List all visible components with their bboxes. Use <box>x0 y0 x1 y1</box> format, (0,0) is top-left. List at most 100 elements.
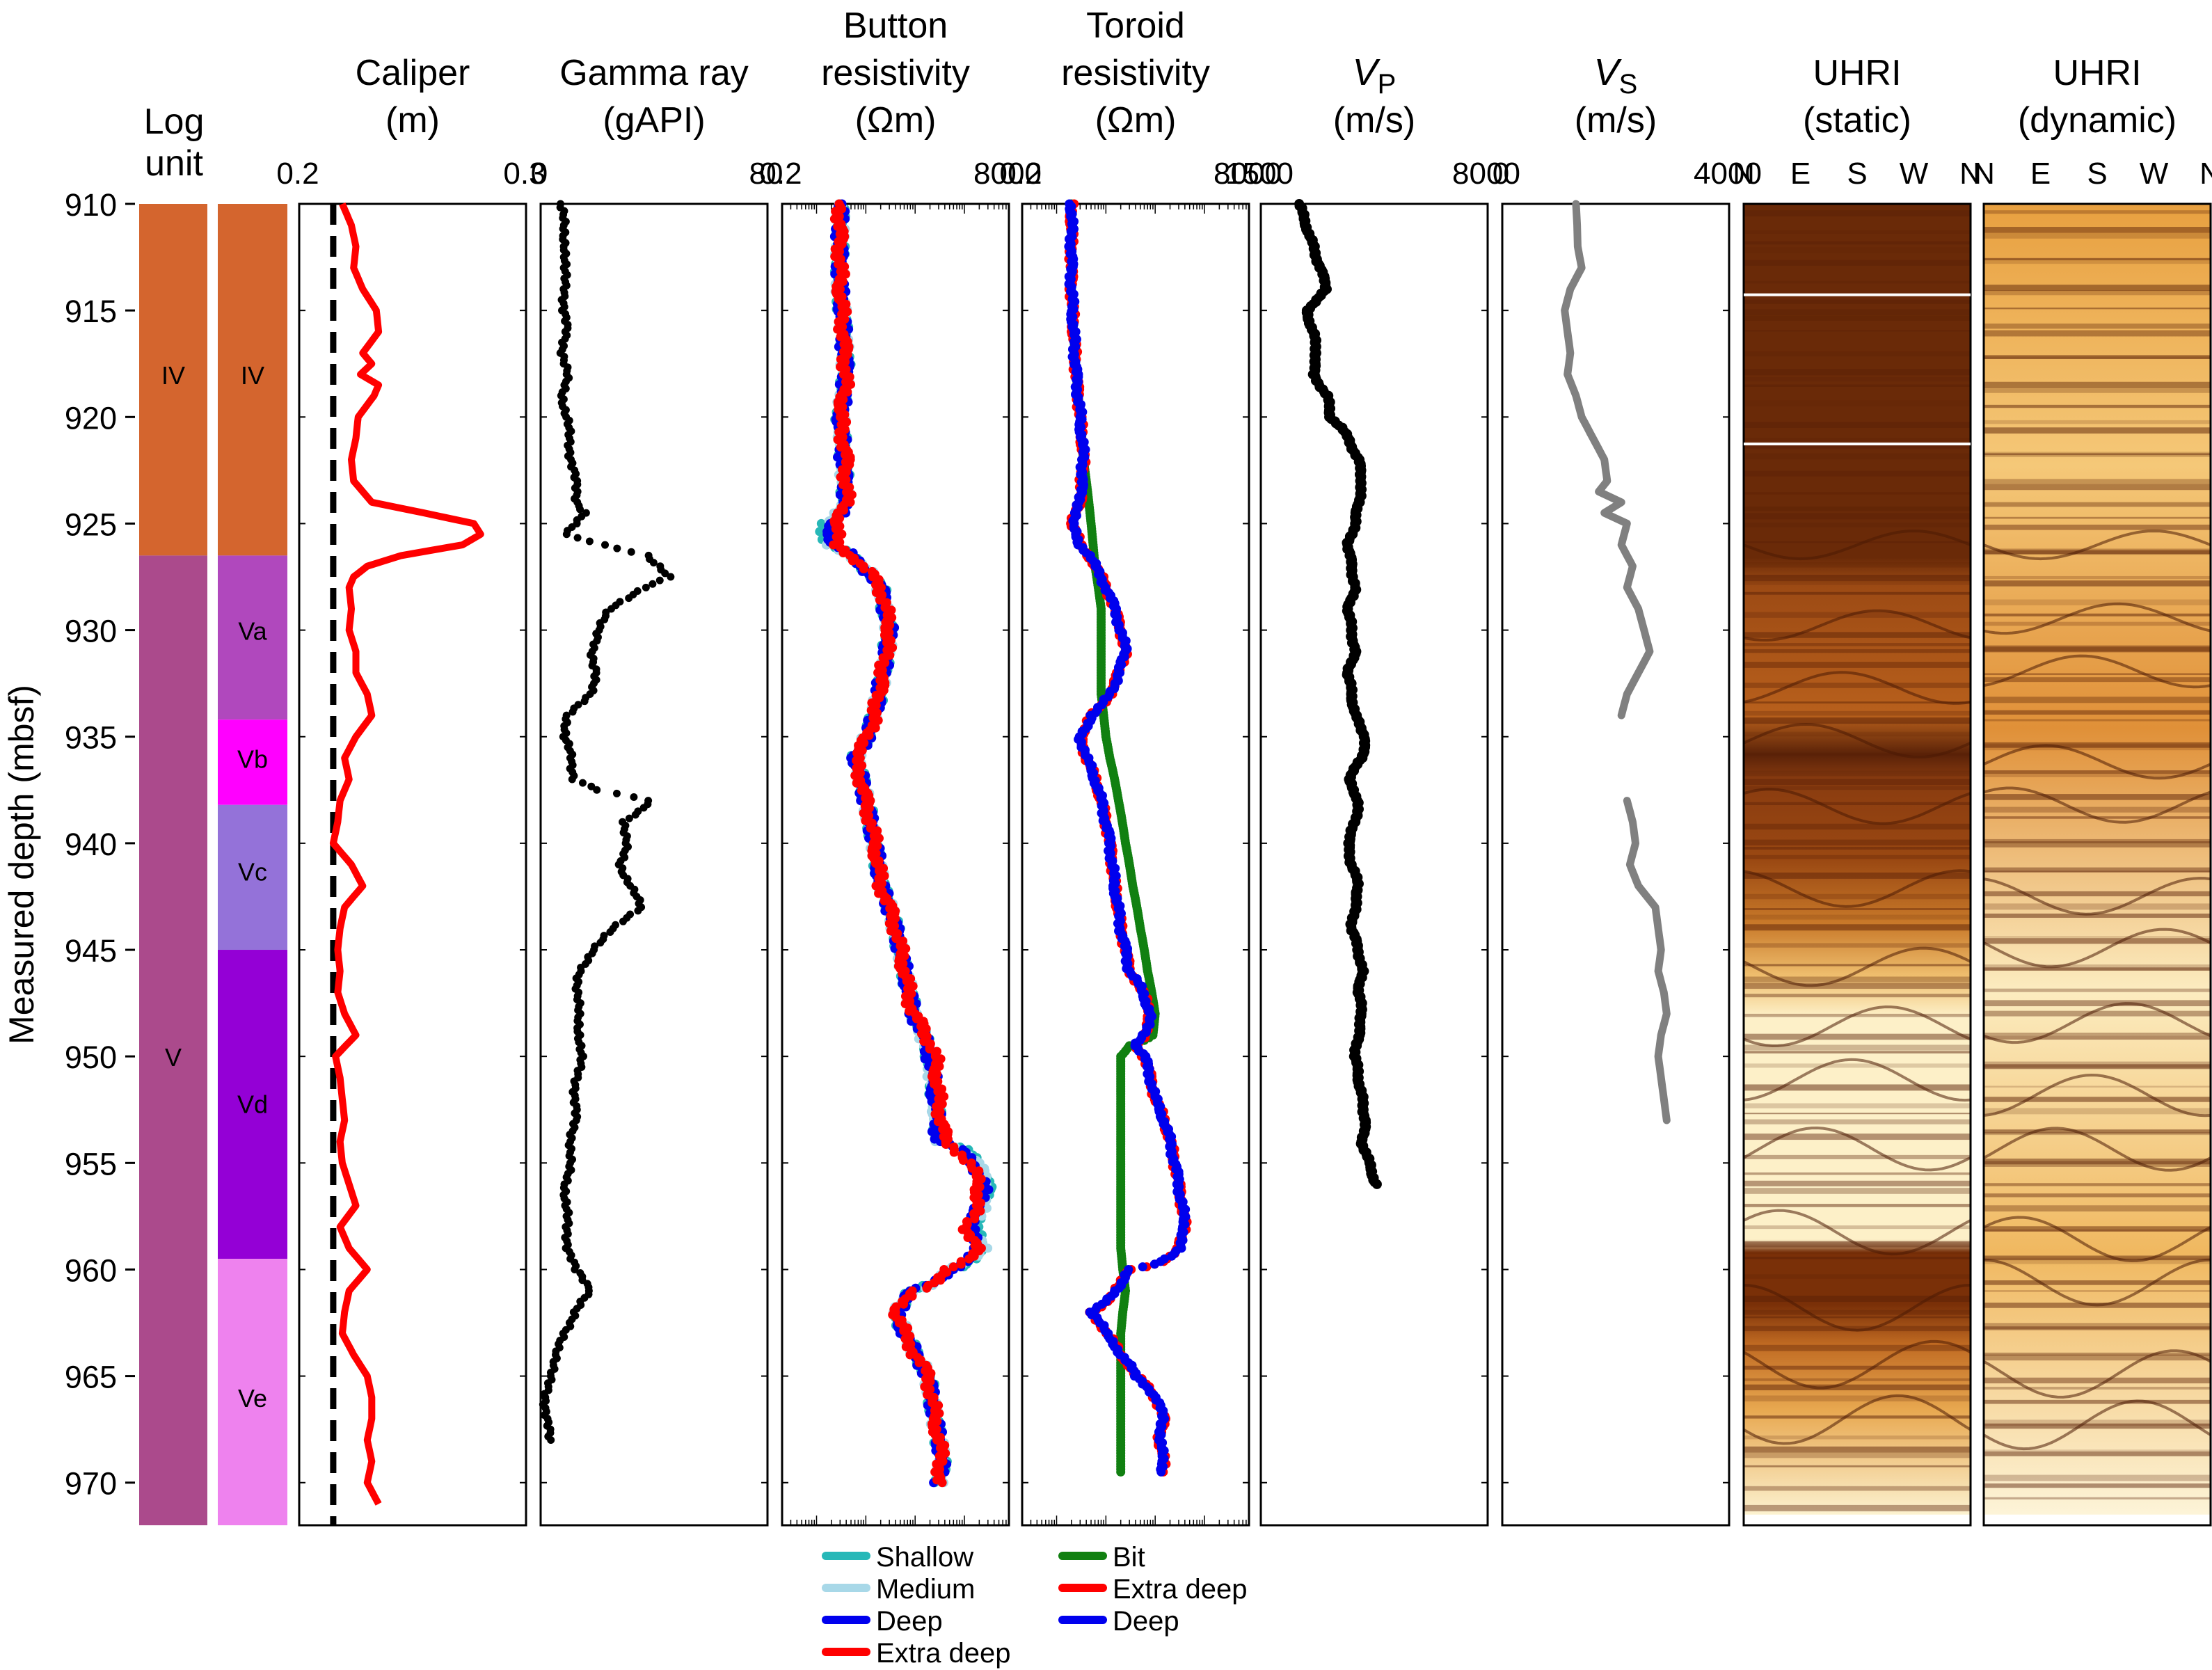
uhri-static-fracture-trace <box>1743 1058 1971 1102</box>
axis-max-label: 8000 <box>1214 157 1282 191</box>
uhri-dynamic-band <box>1984 285 2211 292</box>
uhri-dynamic-band <box>1984 613 2211 617</box>
uhri-dynamic-band <box>1984 453 2211 456</box>
track-title: (static) <box>1803 100 1911 141</box>
uhri-dynamic-band <box>1984 1064 2211 1069</box>
uhri-static-band <box>1744 1063 1971 1068</box>
uhri-dynamic-band <box>1984 697 2211 703</box>
depth-tick-label: 915 <box>65 294 117 329</box>
uhri-dynamic-fracture-trace <box>1983 1349 2211 1399</box>
uhri-static-band <box>1744 1113 1971 1115</box>
button-extra-deep-point <box>956 1259 966 1269</box>
uhri-dynamic-band <box>1984 1386 2211 1390</box>
axis-max-label: 8000 <box>1452 157 1520 191</box>
uhri-static-band <box>1744 1154 1971 1159</box>
uhri-static-band <box>1744 683 1971 688</box>
uhri-dynamic-band <box>1984 838 2211 843</box>
log-subunit-Va <box>218 555 287 720</box>
uhri-dynamic-band <box>1984 420 2211 424</box>
uhri-dynamic-band <box>1984 1399 2211 1404</box>
uhri-static-band <box>1744 1084 1971 1091</box>
uhri-dynamic-band <box>1984 356 2211 359</box>
uhri-dynamic-band <box>1984 308 2211 310</box>
depth-tick-label: 925 <box>65 507 117 542</box>
uhri-static-band <box>1744 1415 1971 1419</box>
compass-label: N <box>2199 157 2212 191</box>
uhri-static-artifact <box>1744 293 1971 296</box>
uhri-static-fracture-trace <box>1743 1126 1971 1172</box>
log-subunit-label: IV <box>241 361 264 390</box>
depth-tick-label: 935 <box>65 720 117 756</box>
uhri-static-band <box>1744 330 1971 332</box>
gamma-point <box>593 786 601 794</box>
uhri-static-fracture-trace <box>1743 722 1971 758</box>
axis-min-label: 0.2 <box>276 157 319 191</box>
uhri-dynamic-band <box>1984 1352 2211 1356</box>
gamma-point <box>619 917 627 925</box>
uhri-dynamic-band <box>1984 452 2211 458</box>
uhri-static-band <box>1744 710 1971 716</box>
uhri-static-band <box>1744 701 1971 704</box>
uhri-static-band <box>1744 445 1971 449</box>
uhri-dynamic-band <box>1984 210 2211 214</box>
track-title: (Ωm) <box>1095 100 1177 141</box>
uhri-dynamic-fracture-trace <box>1983 654 2211 689</box>
uhri-static-band <box>1744 872 1971 879</box>
uhri-static-band <box>1744 802 1971 805</box>
uhri-static-band <box>1744 643 1971 646</box>
uhri-static-band <box>1744 753 1971 756</box>
track-title: resistivity <box>1061 53 1210 93</box>
uhri-dynamic-band <box>1984 719 2211 722</box>
button-extra-deep-point <box>964 1254 974 1264</box>
gamma-point <box>655 576 664 584</box>
uhri-static-fracture-trace <box>1743 671 1971 705</box>
uhri-static-band <box>1744 846 1971 850</box>
uhri-static-band <box>1744 914 1971 920</box>
uhri-static-band <box>1744 1452 1971 1458</box>
uhri-dynamic-band <box>1984 1257 2211 1264</box>
uhri-dynamic-fracture-trace <box>1983 786 2211 824</box>
track-title: VP <box>1353 51 1397 100</box>
uhri-dynamic-band <box>1984 903 2211 910</box>
uhri-dynamic-band <box>1984 1229 2211 1232</box>
gamma-point <box>606 928 614 936</box>
gamma-point <box>596 939 605 947</box>
uhri-static-band <box>1744 1180 1971 1186</box>
uhri-dynamic-band <box>1984 1323 2211 1330</box>
uhri-static-band <box>1744 1188 1971 1194</box>
uhri-static-artifact <box>1744 443 1971 446</box>
uhri-static-frame <box>1742 202 1972 1527</box>
uhri-static-band <box>1744 1365 1971 1370</box>
uhri-dynamic-fracture-trace <box>1983 530 2211 561</box>
log-unit-title-line2: unit <box>145 143 203 184</box>
uhri-dynamic-band <box>1984 1280 2211 1285</box>
log-subunit-Vc <box>218 804 287 951</box>
uhri-dynamic-band <box>1984 1255 2211 1261</box>
uhri-static-fracture-trace <box>1743 869 1971 908</box>
uhri-dynamic-band <box>1984 1205 2211 1212</box>
uhri-dynamic-band <box>1984 677 2211 683</box>
uhri-static-band <box>1744 1172 1971 1175</box>
compass-label: N <box>1973 157 1995 191</box>
uhri-static-band <box>1744 247 1971 254</box>
depth-tick-label: 910 <box>65 187 117 223</box>
uhri-static-band <box>1744 662 1971 668</box>
uhri-dynamic-band <box>1984 1061 2211 1068</box>
uhri-static-band <box>1744 1103 1971 1108</box>
uhri-static-fracture-trace <box>1743 1209 1971 1256</box>
uhri-dynamic-band <box>1984 1132 2211 1136</box>
uhri-static-band <box>1744 1204 1971 1207</box>
uhri-static-band <box>1744 1274 1971 1279</box>
uhri-static-band <box>1744 1310 1971 1315</box>
button-extra-deep-point <box>949 1147 959 1157</box>
uhri-static-fracture-trace <box>1743 1339 1971 1390</box>
depth-tick-label: 965 <box>65 1360 117 1395</box>
uhri-dynamic-band <box>1984 599 2211 605</box>
uhri-static-band <box>1744 770 1971 777</box>
uhri-dynamic-band <box>1984 744 2211 751</box>
log-subunit-IV <box>218 204 287 556</box>
gamma-point <box>585 537 594 546</box>
log-unit-IV <box>139 204 207 556</box>
uhri-static-band <box>1744 632 1971 638</box>
axis-max-label: 4000 <box>1694 157 1762 191</box>
